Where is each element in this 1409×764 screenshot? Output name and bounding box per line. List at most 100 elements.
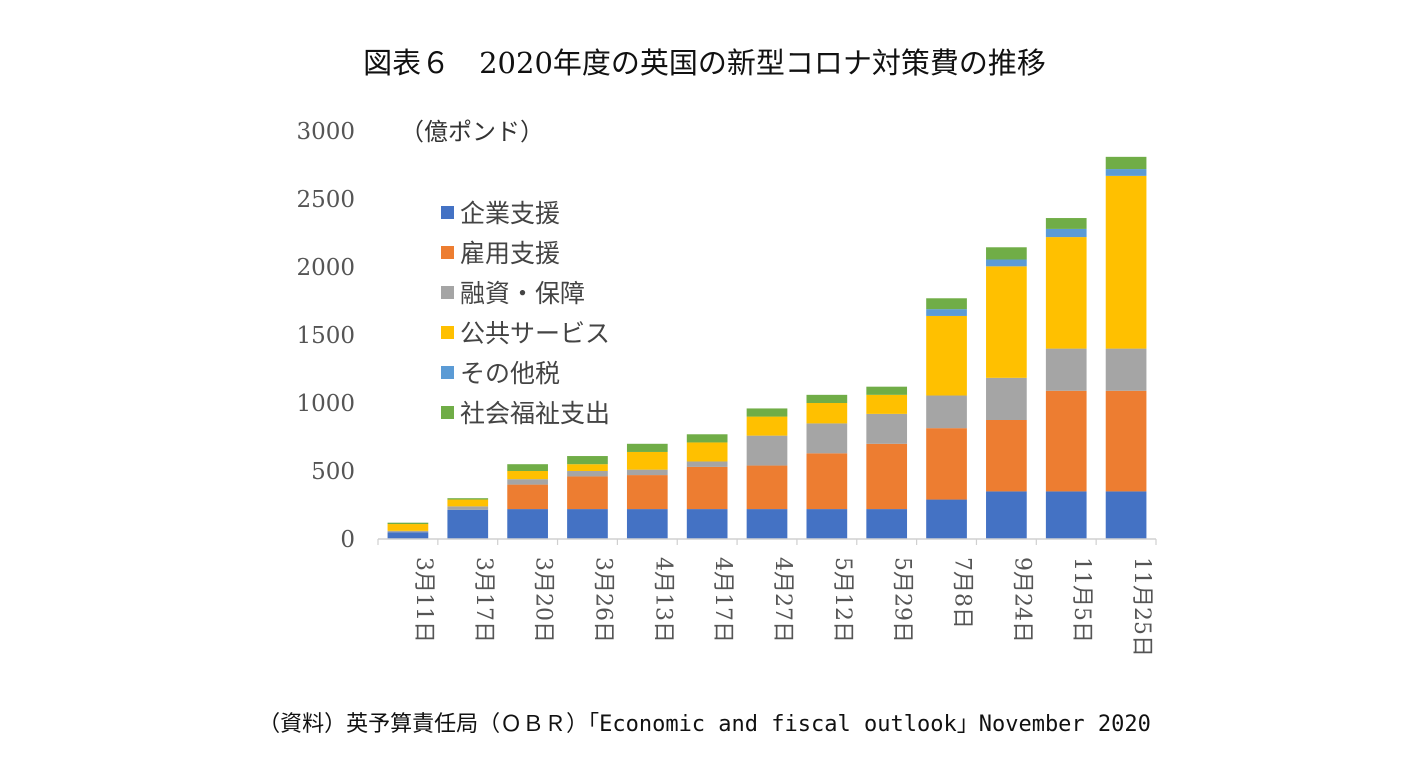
y-tick-label: 1500 [296,323,355,349]
y-tick-label: 500 [311,459,355,485]
legend-swatch [441,326,454,339]
bar-segment [866,413,908,444]
x-tick-label: 4月27日 [770,557,795,643]
bar-segment [567,471,608,477]
bar-segment [866,509,908,539]
x-tick-label: 3月26日 [590,557,615,643]
unit-label: （億ポンド） [400,118,544,146]
x-tick-label: 11月5日 [1069,557,1094,643]
x-tick-label: 11月25日 [1129,557,1154,657]
bar-segment [686,442,728,462]
bar-segment [806,423,848,454]
bar-segment [1045,348,1087,391]
bar-segment [507,479,548,485]
bar-segment [926,428,967,500]
bar-segment [567,476,608,510]
bar-segment [806,453,848,510]
bar-segment [746,465,788,510]
bar-segment [1045,218,1087,229]
legend-swatch [441,366,454,379]
bar-segment [567,456,608,465]
bar-segment [926,309,967,316]
bar-segment [686,509,728,539]
bar-segment [387,530,429,533]
bar-segment [447,498,489,500]
x-tick-label: 4月17日 [710,557,735,643]
bar-segment [986,420,1027,492]
x-tick-label: 5月29日 [890,557,915,643]
y-tick-label: 2500 [296,187,355,213]
bar-segment [447,509,489,539]
bar-segment [447,506,489,510]
x-tick-label: 7月8日 [950,557,975,629]
x-tick-label: 9月24日 [1009,557,1034,643]
x-tick-label: 3月11日 [411,557,436,643]
legend-swatch [441,206,454,219]
y-tick-label: 2000 [296,255,355,281]
bar-segment [567,464,608,471]
legend-label: 企業支援 [460,199,560,228]
bar-segment [387,522,429,525]
bar-segment [926,315,967,396]
bar-segment [746,416,788,436]
bar-segment [686,434,728,443]
y-axis: 0 500 1000 1500 2000 2500 3000 [296,119,355,553]
y-tick-label: 0 [340,527,355,553]
bar-segment [926,298,967,310]
bar-segment [1105,491,1147,539]
y-tick-label: 3000 [296,119,355,145]
bar-segment [986,247,1027,260]
bar-segment [567,509,608,539]
legend-label: 社会福祉支出 [460,399,610,428]
bar-segment [986,259,1027,267]
bar-segment [387,532,429,539]
bar-segment [686,461,728,467]
bar-segment [507,509,548,539]
bar-segment [1045,390,1087,492]
x-tick-label: 4月13日 [650,557,675,643]
bar-segment [1105,169,1147,176]
bar-segment [746,408,788,417]
bar-segment [866,386,908,395]
bar-segment [866,443,908,510]
bar-segment [507,484,548,510]
bar-segment [507,464,548,471]
bar-segment [986,266,1027,378]
x-axis: 3月11日 3月17日 3月20日 3月26日 4月13日 4月17日 4月27日 5月12日… [377,538,1157,657]
bar-segment [746,509,788,539]
bar-segment [1045,491,1087,539]
bar-segment [1105,390,1147,492]
bar-segment [686,466,728,510]
bar-segment [447,499,489,507]
bar-segment [866,394,908,414]
bar-segment [1105,156,1147,170]
bars [387,156,1147,539]
legend-label: 公共サービス [460,319,610,348]
source-note: （資料）英予算責任局（ＯＢＲ）「Economic and fiscal outl… [258,712,1151,737]
bar-segment [806,394,848,403]
bar-segment [626,451,668,470]
bar-segment [986,377,1027,420]
bar-segment [926,499,967,539]
bar-segment [387,524,429,531]
bar-segment [626,509,668,539]
bar-segment [986,491,1027,539]
bar-segment [1105,175,1147,349]
legend-swatch [441,246,454,259]
bar-segment [1105,348,1147,391]
bar-segment [806,403,848,424]
bar-segment [1045,237,1087,349]
bar-segment [806,509,848,539]
x-tick-label: 5月12日 [830,557,855,643]
legend-label: 雇用支援 [460,239,560,268]
bar-segment [626,469,668,476]
bar-segment [626,443,668,452]
legend-swatch [441,286,454,299]
chart-title: 図表６ 2020年度の英国の新型コロナ対策費の推移 [363,46,1046,80]
y-tick-label: 1000 [296,391,355,417]
x-tick-label: 3月20日 [531,557,556,643]
legend-swatch [441,406,454,419]
x-tick-label: 3月17日 [471,557,496,643]
